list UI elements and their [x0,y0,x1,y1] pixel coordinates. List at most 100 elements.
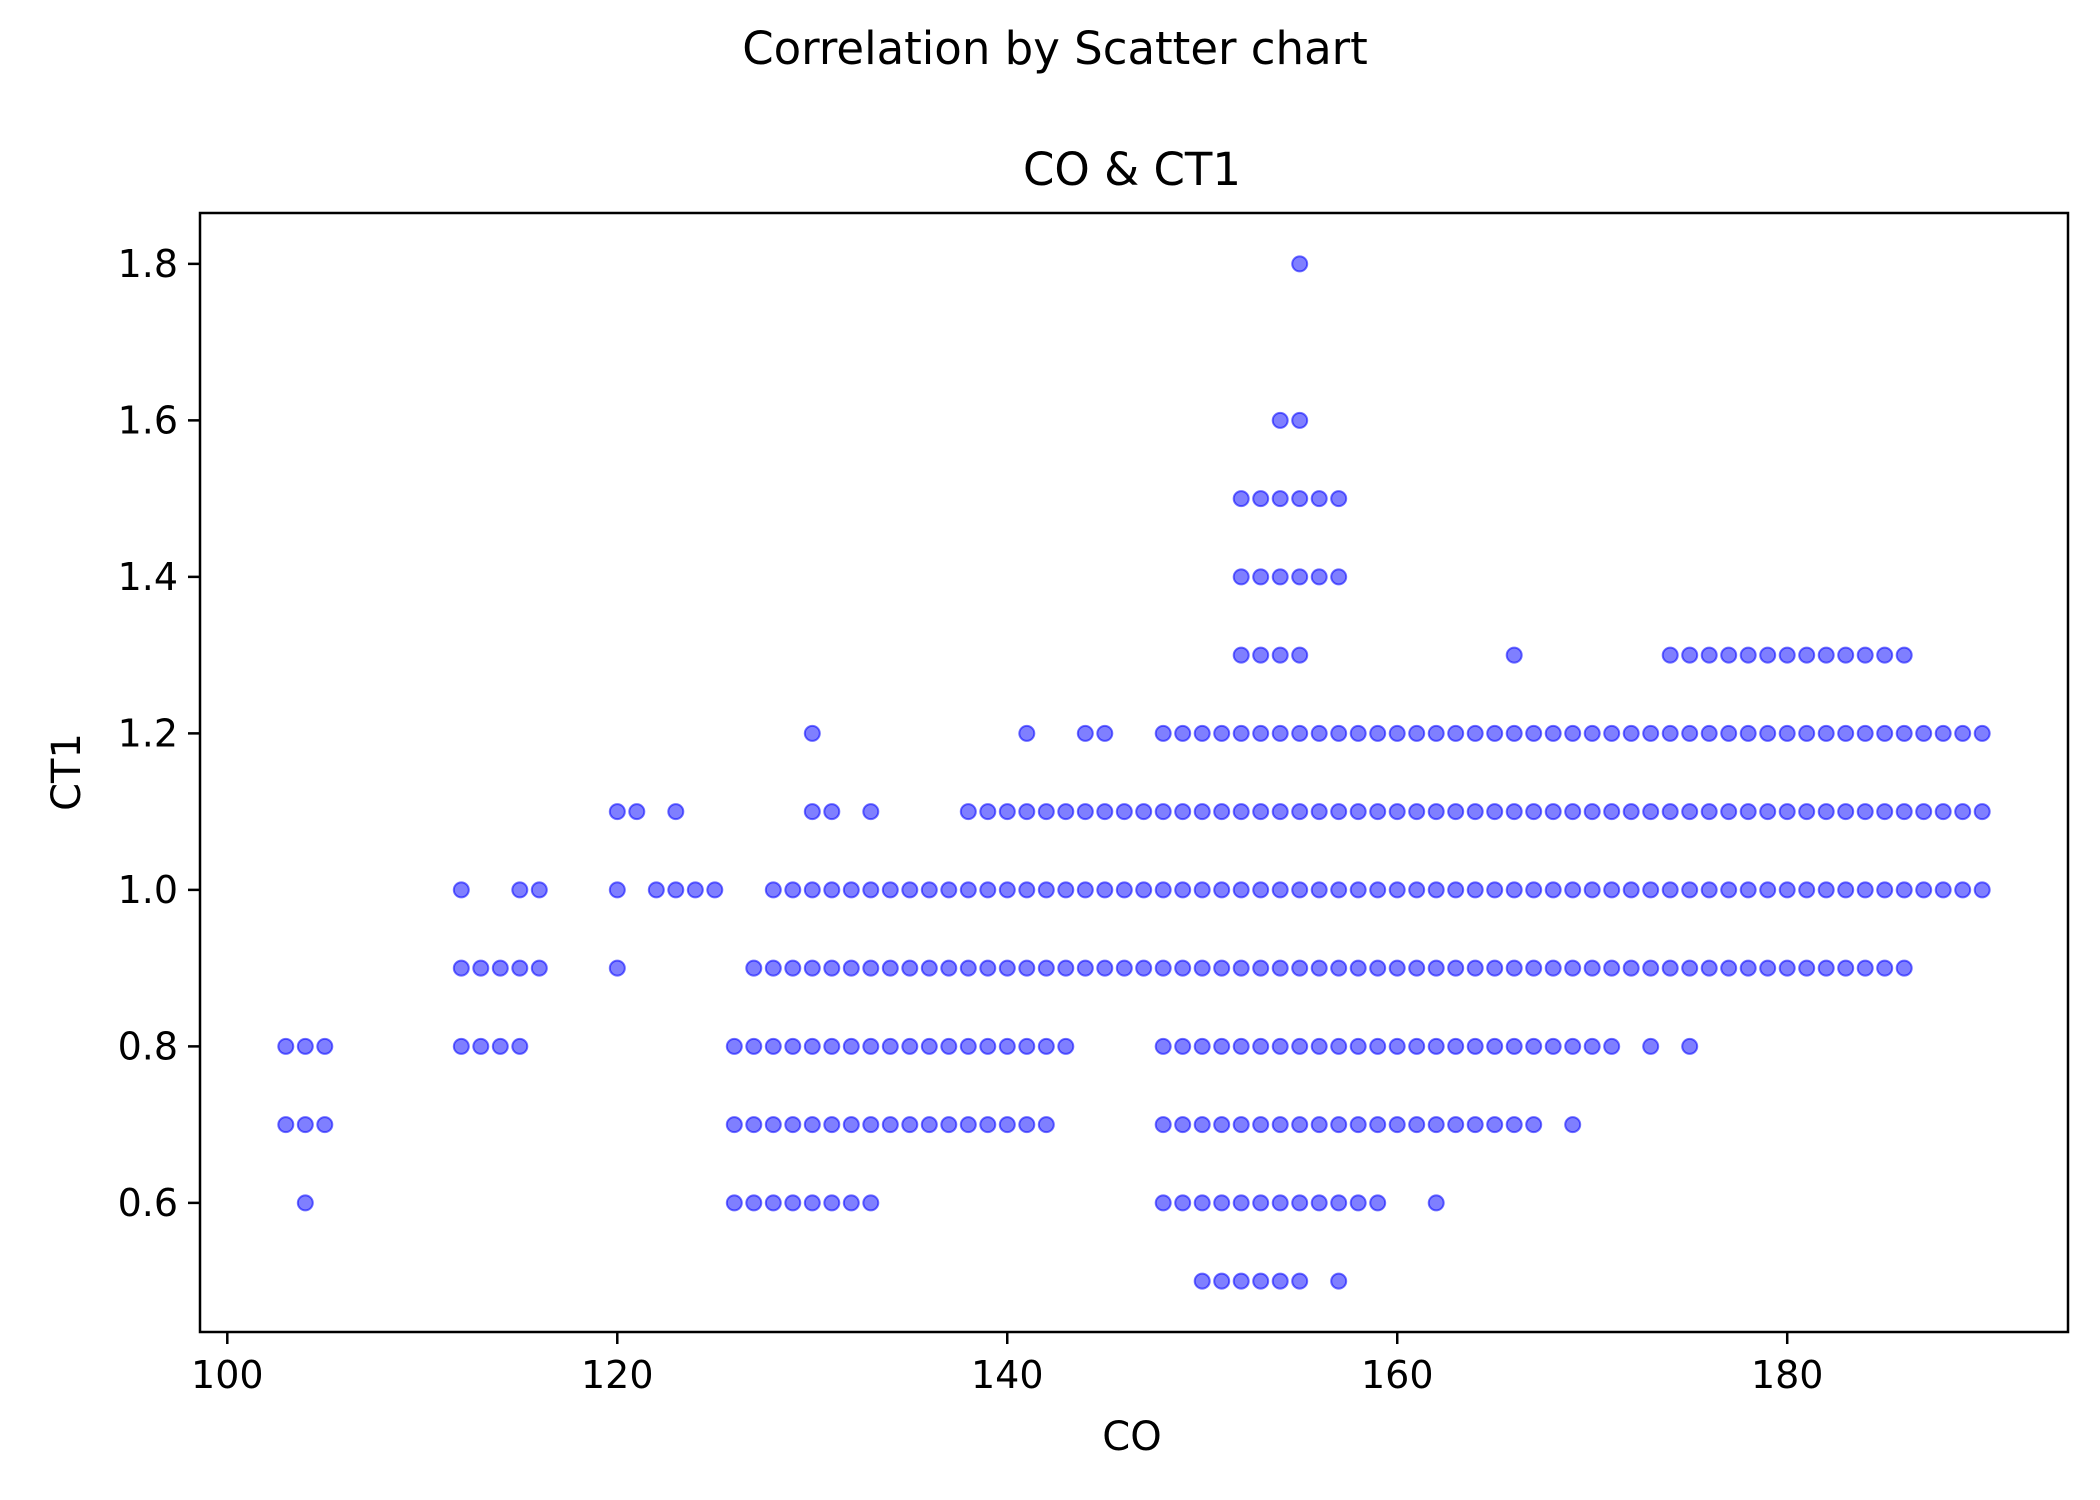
data-point [1544,1037,1562,1055]
data-point [1291,724,1309,742]
data-point [511,881,529,899]
data-point [1330,724,1348,742]
data-point [1720,881,1738,899]
data-point [1310,959,1328,977]
data-point [1973,724,1991,742]
data-point [1466,1037,1484,1055]
data-point [1271,1194,1289,1212]
data-point [1876,959,1894,977]
data-point [1349,959,1367,977]
data-point [1252,724,1270,742]
data-point [1330,490,1348,508]
data-point [862,881,880,899]
data-point [803,803,821,821]
data-point [1291,803,1309,821]
data-point [1193,1116,1211,1134]
data-point [1388,881,1406,899]
data-point [1154,959,1172,977]
data-point [1291,411,1309,429]
data-point [1759,803,1777,821]
data-point [1310,490,1328,508]
data-point [1213,1272,1231,1290]
data-point [1759,646,1777,664]
data-point [1700,724,1718,742]
y-axis-label: CT1 [44,733,90,811]
data-points [277,255,1991,1290]
data-point [979,881,997,899]
data-point [1934,724,1952,742]
data-point [1798,646,1816,664]
data-point [881,959,899,977]
data-point [784,959,802,977]
data-point [1076,881,1094,899]
x-tick-label: 100 [191,1353,264,1397]
data-point [1330,803,1348,821]
data-point [1271,568,1289,586]
data-point [784,1116,802,1134]
data-point [1057,803,1075,821]
data-point [1213,724,1231,742]
data-point [979,959,997,977]
data-point [1798,803,1816,821]
data-point [998,803,1016,821]
data-point [842,881,860,899]
data-point [1583,959,1601,977]
data-point [1778,803,1796,821]
data-point [1174,803,1192,821]
data-point [1388,724,1406,742]
data-point [1291,255,1309,273]
data-point [1505,803,1523,821]
data-point [1837,959,1855,977]
data-point [1661,646,1679,664]
data-point [628,803,646,821]
data-point [1681,881,1699,899]
data-point [452,1037,470,1055]
data-point [1096,803,1114,821]
data-point [862,959,880,977]
data-point [1037,803,1055,821]
data-point [1642,881,1660,899]
data-point [764,1194,782,1212]
data-point [1817,803,1835,821]
data-point [296,1037,314,1055]
data-point [1954,724,1972,742]
data-point [1525,881,1543,899]
data-point [1622,959,1640,977]
data-point [1252,803,1270,821]
data-point [1642,724,1660,742]
data-point [1252,1194,1270,1212]
data-point [1076,959,1094,977]
data-point [1135,959,1153,977]
data-point [901,881,919,899]
data-point [745,1194,763,1212]
chart-title: CO & CT1 [1023,143,1241,196]
data-point [1427,1116,1445,1134]
plot-area [198,211,2070,1334]
data-point [1193,881,1211,899]
y-tick-label: 1.6 [118,398,178,442]
data-point [1330,1194,1348,1212]
data-point [1895,881,1913,899]
y-axis: 0.6 0.8 1.0 1.2 1.4 1.6 1.8 [118,242,200,1225]
data-point [920,1037,938,1055]
data-point [1505,646,1523,664]
data-point [764,1037,782,1055]
data-point [803,724,821,742]
x-axis: 100 120 140 160 180 [191,1332,1823,1397]
data-point [998,1116,1016,1134]
data-point [784,1194,802,1212]
data-point [1700,881,1718,899]
data-point [1583,1037,1601,1055]
data-point [1427,1037,1445,1055]
data-point [803,1037,821,1055]
data-point [1174,724,1192,742]
data-point [1291,1037,1309,1055]
data-point [1739,959,1757,977]
data-point [1486,724,1504,742]
data-point [1505,959,1523,977]
data-point [1973,803,1991,821]
data-point [842,1116,860,1134]
data-point [940,1037,958,1055]
data-point [1349,881,1367,899]
data-point [1330,881,1348,899]
